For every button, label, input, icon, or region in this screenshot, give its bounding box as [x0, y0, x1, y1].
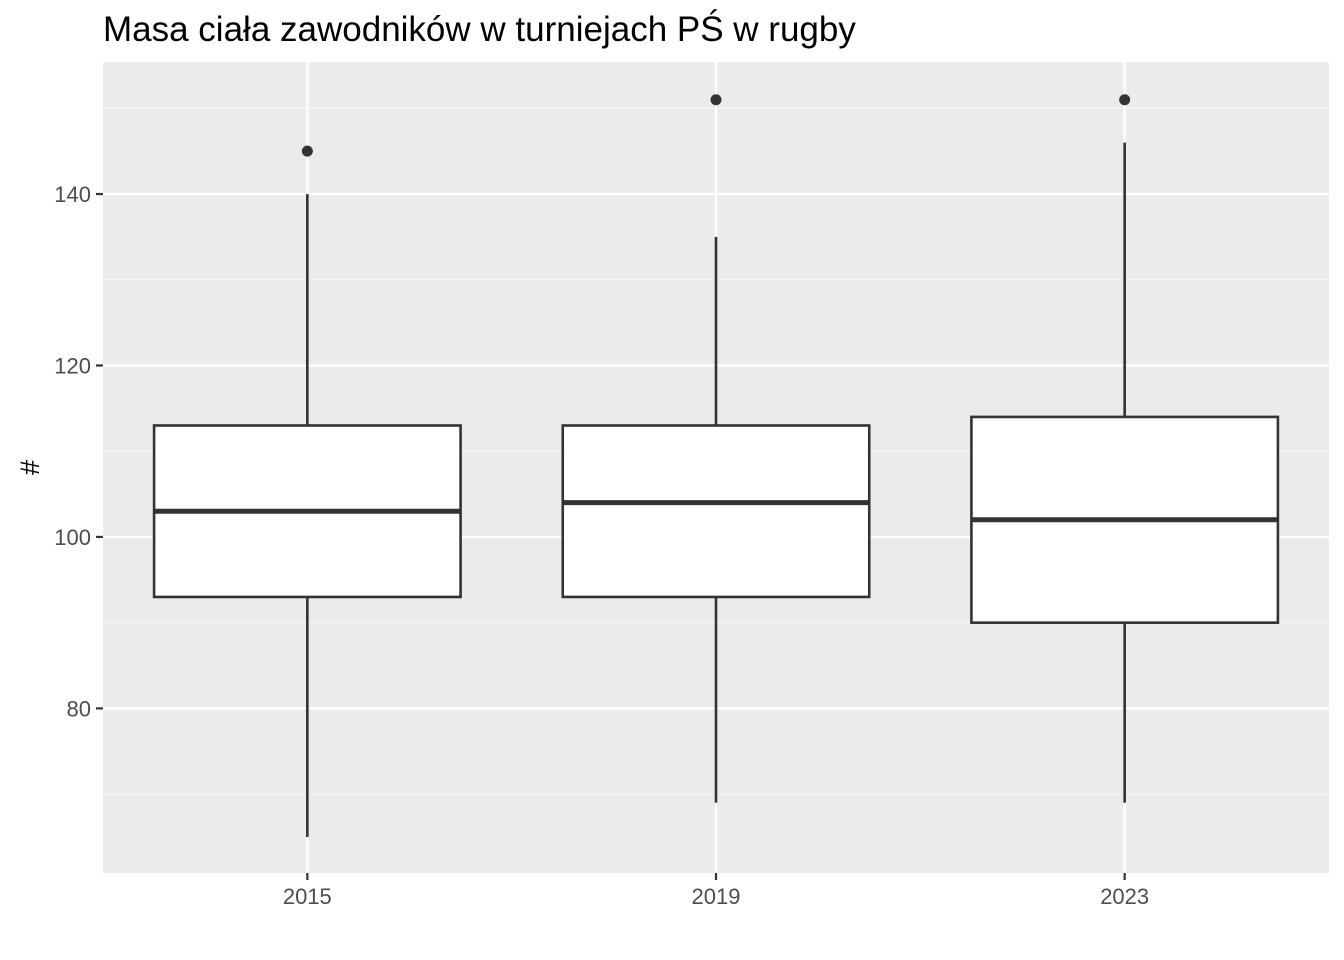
box-series — [152, 94, 1280, 837]
outlier-point — [301, 145, 313, 157]
y-tick-label: 140 — [54, 182, 91, 207]
y-axis: 80 100 120 140 — [54, 182, 103, 721]
x-tick-label: 2019 — [692, 884, 741, 909]
box-2023 — [970, 94, 1280, 803]
x-tick-label: 2015 — [283, 884, 332, 909]
box-2019 — [561, 94, 871, 803]
box-2015 — [152, 145, 462, 837]
y-axis-title: # — [15, 460, 45, 475]
chart-title: Masa ciała zawodników w turniejach PŚ w … — [103, 9, 856, 49]
y-tick-label: 100 — [54, 525, 91, 550]
y-tick-label: 120 — [54, 353, 91, 378]
x-tick-label: 2023 — [1100, 884, 1149, 909]
outlier-point — [1119, 94, 1131, 106]
x-axis: 2015 2019 2023 — [283, 873, 1149, 909]
outlier-point — [710, 94, 722, 106]
box-iqr — [561, 424, 871, 599]
y-tick-label: 80 — [67, 696, 91, 721]
